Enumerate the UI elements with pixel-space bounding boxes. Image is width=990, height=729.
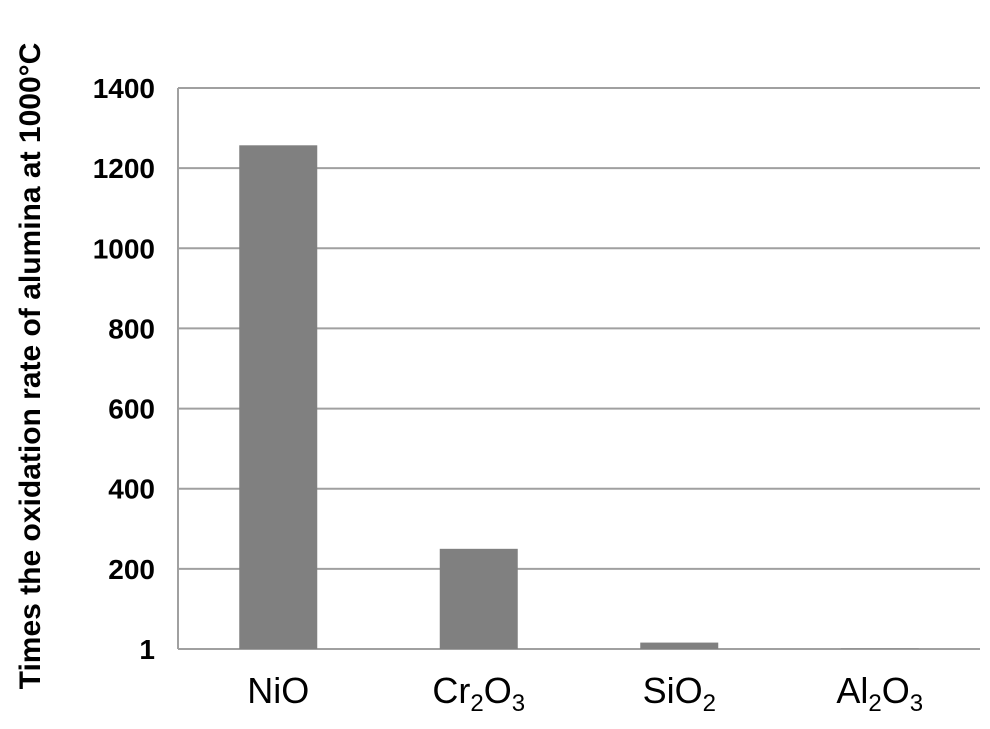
- y-tick-label: 1000: [93, 233, 155, 264]
- y-tick-label: 1200: [93, 153, 155, 184]
- y-tick-label: 1: [139, 634, 155, 665]
- bar-cr2o3: [439, 548, 518, 649]
- bar-nio: [239, 145, 318, 650]
- x-tick-labels: NiO Cr2O3 SiO2 Al2O3: [247, 670, 923, 717]
- y-tick-label: 400: [108, 474, 155, 505]
- x-tick-label: Cr2O3: [432, 670, 525, 717]
- x-tick-label: SiO2: [643, 670, 716, 717]
- bar-sio2: [640, 642, 719, 649]
- bars: [239, 145, 919, 650]
- y-tick-label: 600: [108, 394, 155, 425]
- y-tick-label: 800: [108, 313, 155, 344]
- x-tick-label: Al2O3: [836, 670, 923, 717]
- x-tick-label: NiO: [247, 670, 309, 711]
- y-tick-label: 200: [108, 554, 155, 585]
- y-tick-label: 1400: [93, 73, 155, 104]
- y-axis-label: Times the oxidation rate of alumina at 1…: [14, 43, 47, 690]
